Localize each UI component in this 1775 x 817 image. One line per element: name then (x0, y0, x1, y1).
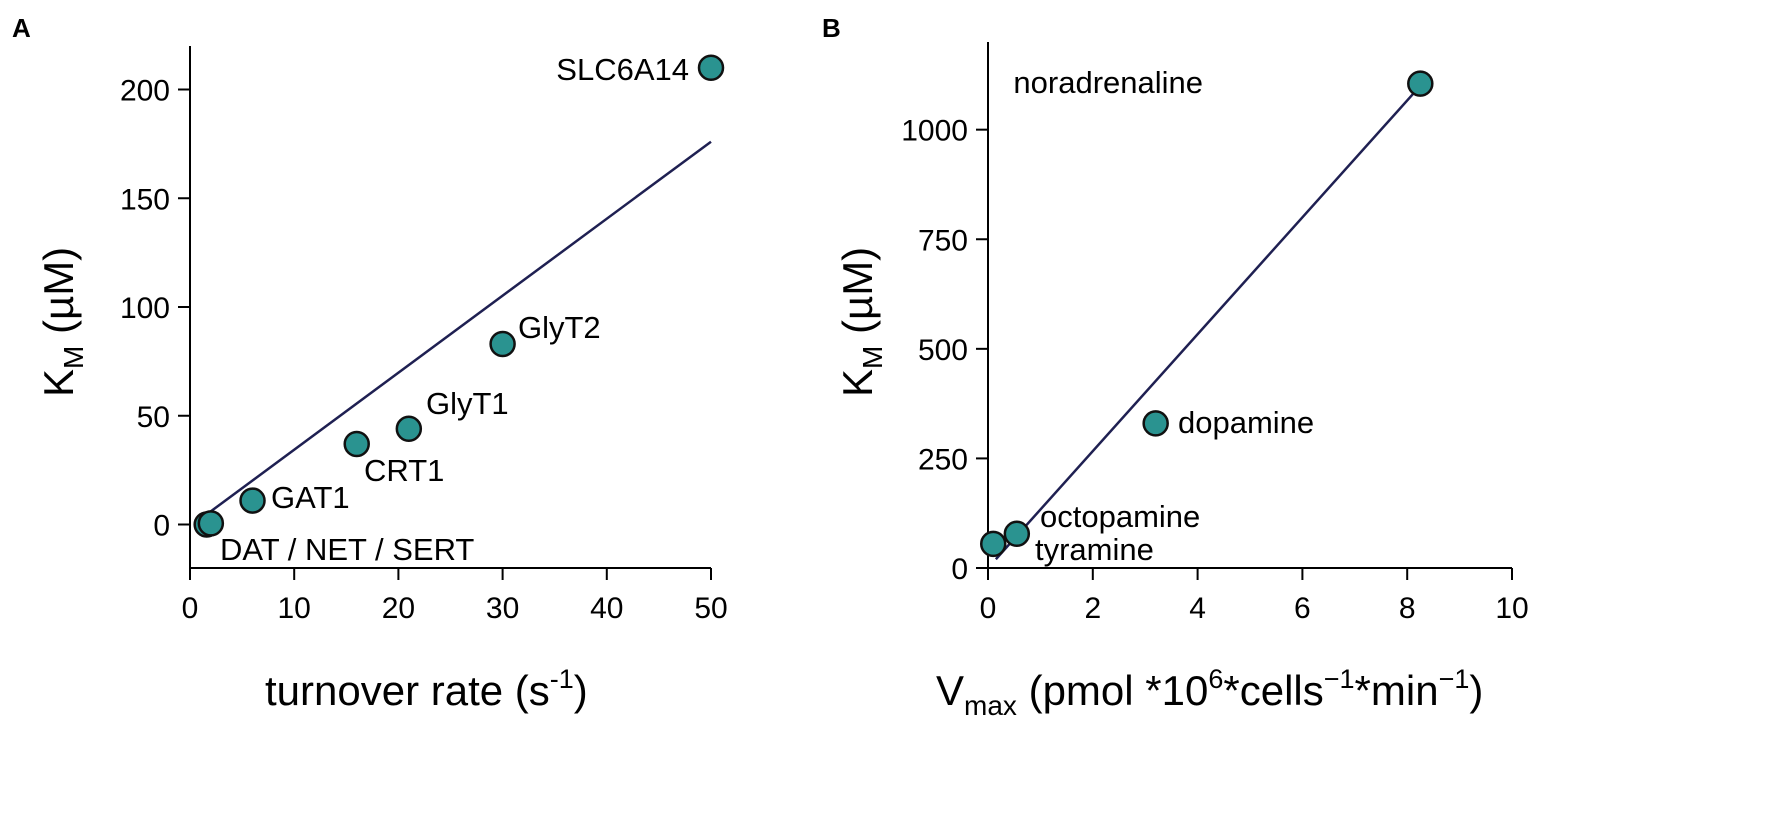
panel-b-x-tick-label: 6 (1294, 592, 1311, 625)
panel-a-points (193, 54, 725, 538)
panel-a-ticks: 0 10 20 30 40 50 0 50 100 150 200 (120, 75, 728, 626)
panel-b-y-tick-label: 1000 (901, 115, 968, 148)
label-octopamine: octopamine (1040, 499, 1200, 534)
panel-a-y-tick-label: 150 (120, 183, 170, 216)
panel-a-x-tick-label: 10 (278, 592, 311, 625)
panel-a-x-tick-label: 50 (694, 592, 727, 625)
panel-letter-b: B (822, 13, 841, 43)
panel-a-y-tick-label: 50 (137, 401, 170, 434)
panel-a-y-tick-label: 0 (153, 510, 170, 543)
panel-a-x-tick-label: 20 (382, 592, 415, 625)
panel-b-x-tick-label: 0 (980, 592, 997, 625)
panel-b-points (979, 70, 1434, 558)
label-dat-net-sert: DAT / NET / SERT (220, 532, 474, 567)
label-glyt1: GlyT1 (426, 386, 509, 421)
panel-b-y-tick-label: 750 (918, 224, 968, 257)
label-noradrenaline: noradrenaline (1013, 65, 1203, 100)
label-crt1: CRT1 (364, 453, 444, 488)
label-dopamine: dopamine (1178, 405, 1314, 440)
panel-b-chart: 0 2 4 6 8 10 0 250 500 750 1000 noradrenaline dopa… (834, 42, 1529, 721)
panel-a-point-5 (489, 330, 516, 358)
panel-b-point-labels: noradrenaline dopamine octopamine tyrami… (1013, 65, 1314, 567)
panel-b-x-tick-label: 10 (1495, 592, 1528, 625)
panel-b-ticks: 0 2 4 6 8 10 0 250 500 750 1000 (901, 115, 1528, 625)
label-glyt2: GlyT2 (518, 310, 601, 345)
panel-b-point-3 (1407, 70, 1434, 97)
panel-a-chart: 0 10 20 30 40 50 0 50 100 150 200 DAT / NET / SERT… (35, 46, 728, 714)
panel-b-y-tick-label: 500 (918, 334, 968, 367)
panel-b-point-1 (1003, 520, 1031, 548)
panel-letter-a: A (12, 13, 31, 43)
panel-a-point-labels: DAT / NET / SERT GAT1 CRT1 GlyT1 GlyT2 S… (220, 52, 689, 567)
panel-a-y-axis-title: KM (µM) (35, 247, 89, 397)
label-slc6a14: SLC6A14 (556, 52, 689, 87)
label-tyramine: tyramine (1035, 532, 1154, 567)
panel-b-point-2 (1142, 410, 1169, 437)
panel-a-point-1 (197, 510, 225, 537)
panel-b-x-tick-label: 8 (1399, 592, 1416, 625)
panel-a-x-tick-label: 30 (486, 592, 519, 625)
panel-b-x-tick-label: 2 (1084, 592, 1101, 625)
panel-b-y-tick-label: 250 (918, 443, 968, 476)
panel-a-point-4 (395, 415, 423, 443)
label-gat1: GAT1 (271, 480, 350, 515)
panel-a-x-axis-title: turnover rate (s-1) (265, 664, 588, 714)
panel-a-fit-line (206, 140, 712, 515)
panel-a-point-6 (697, 54, 725, 81)
panel-a-y-tick-label: 200 (120, 75, 170, 108)
panel-b-fit-line (994, 84, 1422, 561)
panel-a-x-tick-label: 0 (182, 592, 199, 625)
panel-a-y-tick-label: 100 (120, 292, 170, 325)
panel-b-point-0 (979, 530, 1007, 558)
panel-b-x-axis-title: Vmax (pmol *106*cells−1*min−1) (936, 664, 1483, 721)
panel-a-point-2 (239, 487, 266, 514)
panel-a-point-3 (343, 430, 370, 458)
panel-b-y-tick-label: 0 (951, 553, 968, 586)
panel-b-x-tick-label: 4 (1189, 592, 1206, 625)
panel-b-y-axis-title: KM (µM) (834, 247, 888, 397)
panel-a-x-tick-label: 40 (590, 592, 623, 625)
